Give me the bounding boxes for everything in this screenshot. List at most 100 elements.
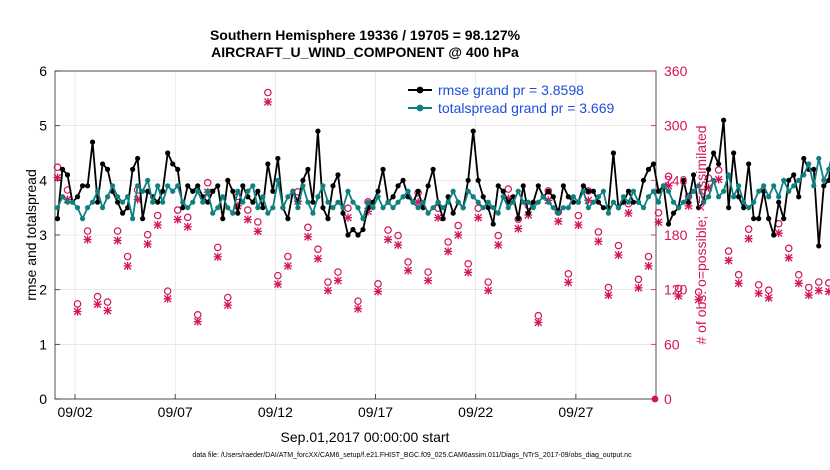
obs-possible-point	[714, 166, 723, 174]
spread-point	[210, 210, 216, 216]
rmse-point	[655, 188, 662, 194]
rmse-point	[320, 205, 326, 211]
obs-assimilated-point	[83, 235, 92, 244]
spread-point	[645, 194, 652, 200]
obs-possible-point	[634, 275, 643, 284]
rmse-point	[600, 205, 607, 211]
spread-point	[490, 205, 496, 211]
spread-point	[635, 199, 642, 205]
spread-point	[826, 166, 830, 172]
spread-point	[791, 183, 797, 189]
rmse-point	[756, 216, 762, 222]
rmse-point	[265, 161, 271, 167]
rmse-point	[390, 194, 396, 200]
rmse-point	[285, 216, 291, 222]
spread-point	[89, 199, 96, 205]
spread-point	[320, 183, 326, 189]
rmse-point	[610, 150, 617, 156]
obs-assimilated-point	[113, 236, 122, 245]
obs-assimilated-point	[474, 213, 483, 222]
rmse-point	[710, 150, 717, 156]
spread-point	[405, 188, 411, 194]
obs-assimilated-point	[764, 293, 773, 302]
obs-assimilated-point	[313, 254, 322, 263]
spread-point	[525, 199, 531, 205]
spread-point	[695, 183, 702, 189]
spread-point	[806, 161, 812, 167]
spread-point	[380, 205, 386, 211]
obs-assimilated-point	[343, 213, 352, 222]
rmse-point	[495, 183, 501, 189]
y-left-tick-label: 3	[39, 227, 47, 243]
obs-assimilated-point	[574, 220, 583, 229]
left-axis: 0 1 2 3 4 5 6	[39, 63, 60, 407]
rmse-point	[741, 205, 747, 211]
rmse-point	[190, 188, 196, 194]
spread-point	[515, 188, 521, 194]
obs-possible-point	[143, 230, 152, 239]
spread-point	[360, 216, 366, 222]
rmse-point	[430, 166, 436, 172]
spread-point	[275, 177, 281, 183]
obs-possible-point	[574, 211, 583, 220]
x-tick-label: 09/17	[358, 404, 393, 420]
spread-point	[505, 205, 511, 211]
obs-possible-point	[594, 228, 603, 236]
spread-point	[245, 188, 251, 194]
obs-assimilated-point	[674, 292, 683, 301]
spread-point	[731, 194, 737, 200]
obs-possible-point	[494, 231, 503, 240]
rmse-point	[140, 216, 146, 222]
spread-point	[125, 194, 131, 200]
series-layer	[54, 117, 830, 249]
obs-assimilated-point	[464, 268, 473, 277]
spread-point	[140, 188, 146, 194]
rmse-point	[695, 205, 702, 211]
obs-possible-point	[113, 227, 122, 235]
rmse-point	[630, 199, 637, 205]
obs-assimilated-point	[604, 291, 613, 300]
obs-possible-point	[374, 280, 382, 288]
obs-assimilated-point	[243, 215, 252, 224]
spread-point	[355, 205, 361, 211]
rmse-point	[54, 216, 61, 222]
rmse-point	[625, 188, 632, 194]
spread-point	[315, 194, 321, 200]
x-tick-label: 09/22	[458, 404, 493, 420]
obs-assimilated-point	[484, 286, 493, 295]
grid	[55, 70, 656, 400]
spread-point	[801, 172, 807, 178]
spread-point	[300, 183, 306, 189]
rmse-point	[230, 188, 236, 194]
rmse-point	[545, 188, 551, 194]
spread-point	[781, 177, 787, 183]
spread-point	[165, 183, 171, 189]
rmse-point	[680, 177, 687, 183]
obs-assimilated-point	[333, 276, 342, 285]
spread-point	[816, 155, 822, 162]
spread-point	[535, 199, 541, 205]
obs-assimilated-point	[273, 280, 282, 289]
rmse-point	[215, 183, 221, 189]
spread-point	[390, 205, 396, 211]
spread-point	[425, 210, 431, 216]
obs-possible-point	[394, 231, 402, 240]
spread-point	[59, 194, 66, 200]
obs-possible-point	[83, 227, 92, 235]
rmse-point	[415, 188, 421, 194]
obs-possible-point	[424, 268, 432, 276]
rmse-point	[565, 194, 571, 200]
spread-point	[79, 216, 86, 222]
obs-possible-point	[193, 311, 202, 319]
spread-point	[335, 199, 341, 205]
obs-possible-point	[284, 252, 292, 261]
rmse-point	[821, 183, 827, 189]
spread-point	[821, 177, 827, 183]
spread-point	[104, 194, 111, 200]
obs-assimilated-point	[394, 241, 403, 250]
spread-point	[155, 183, 161, 189]
spread-point	[811, 183, 817, 189]
x-tick-label: 09/27	[558, 404, 593, 420]
rmse-point	[64, 172, 71, 178]
